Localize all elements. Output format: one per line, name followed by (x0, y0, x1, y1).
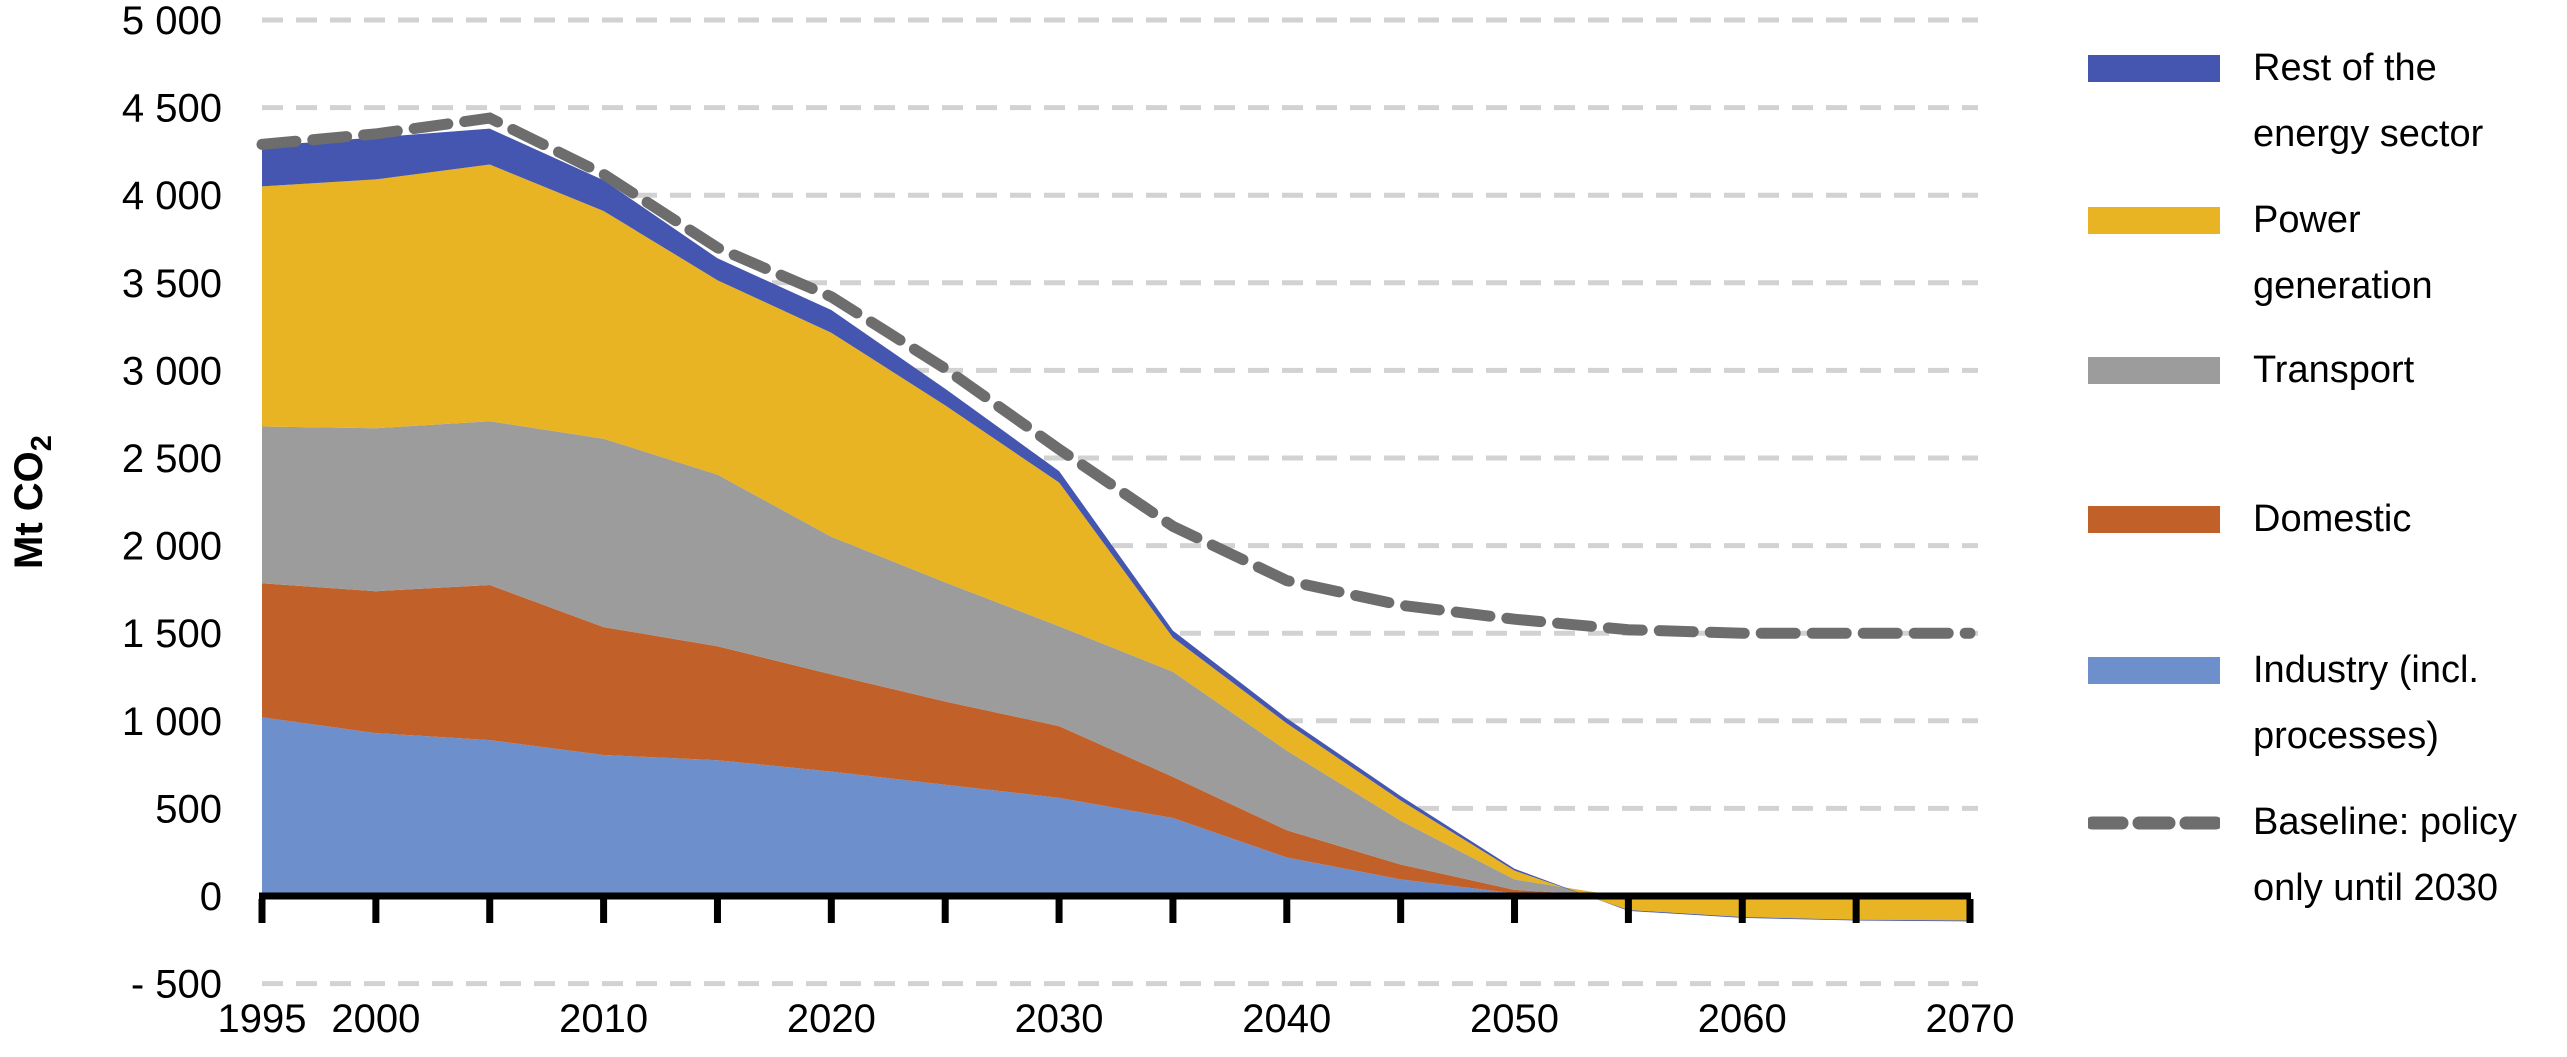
legend-label: Baseline: policy only until 2030 (2253, 801, 2518, 909)
x-tick-label: 2040 (1242, 997, 1331, 1041)
legend-item-power-generation: Power generation (2088, 187, 2433, 319)
x-tick-label: 2050 (1470, 997, 1559, 1041)
legend-item-rest-of-energy-sector: Rest of the energy sector (2088, 35, 2483, 167)
y-tick-label: 3 500 (122, 262, 222, 306)
baseline-dash-icon (2088, 816, 2220, 830)
legend-label: Rest of the energy sector (2253, 47, 2484, 155)
x-tick-label: 2060 (1698, 997, 1787, 1041)
x-tick-label: 2020 (787, 997, 876, 1041)
domestic-swatch (2088, 506, 2220, 533)
legend-item-industry: Industry (incl. processes) (2088, 637, 2479, 769)
x-tick-label: 1995 (218, 997, 307, 1041)
y-tick-label: 4 500 (122, 87, 222, 131)
y-tick-label: 0 (200, 875, 222, 919)
legend-label: Transport (2253, 349, 2415, 391)
legend-label: Power generation (2253, 199, 2433, 307)
legend-item-transport: Transport (2088, 337, 2414, 403)
y-tick-label: 2 500 (122, 437, 222, 481)
industry-swatch (2088, 657, 2220, 684)
area-series-3 (262, 164, 1970, 921)
chart-legend: Rest of the energy sector Power generati… (2088, 0, 2566, 1057)
area-series-0 (262, 717, 1970, 898)
power-generation-swatch (2088, 207, 2220, 234)
rest-of-energy-swatch (2088, 55, 2220, 82)
legend-item-domestic: Domestic (2088, 486, 2411, 552)
x-tick-label: 2000 (331, 997, 420, 1041)
y-tick-label: 500 (155, 787, 222, 831)
y-tick-label: 3 000 (122, 349, 222, 393)
area-series-1 (262, 583, 1970, 898)
y-tick-label: - 500 (131, 963, 222, 1007)
y-tick-label: 4 000 (122, 174, 222, 218)
y-tick-label: 5 000 (122, 0, 222, 43)
x-tick-label: 2070 (1926, 997, 2015, 1041)
legend-label: Industry (incl. processes) (2253, 649, 2479, 757)
y-tick-label: 2 000 (122, 525, 222, 569)
transport-swatch (2088, 357, 2220, 384)
y-tick-label: 1 000 (122, 700, 222, 744)
y-axis-title: Mt CO2 (7, 435, 58, 569)
baseline-series (256, 112, 1976, 639)
area-series-2 (262, 421, 1970, 900)
legend-label: Domestic (2253, 498, 2412, 540)
legend-item-baseline: Baseline: policy only until 2030 (2088, 789, 2517, 921)
y-tick-label: 1 500 (122, 612, 222, 656)
x-tick-label: 2010 (559, 997, 648, 1041)
x-tick-label: 2030 (1015, 997, 1104, 1041)
